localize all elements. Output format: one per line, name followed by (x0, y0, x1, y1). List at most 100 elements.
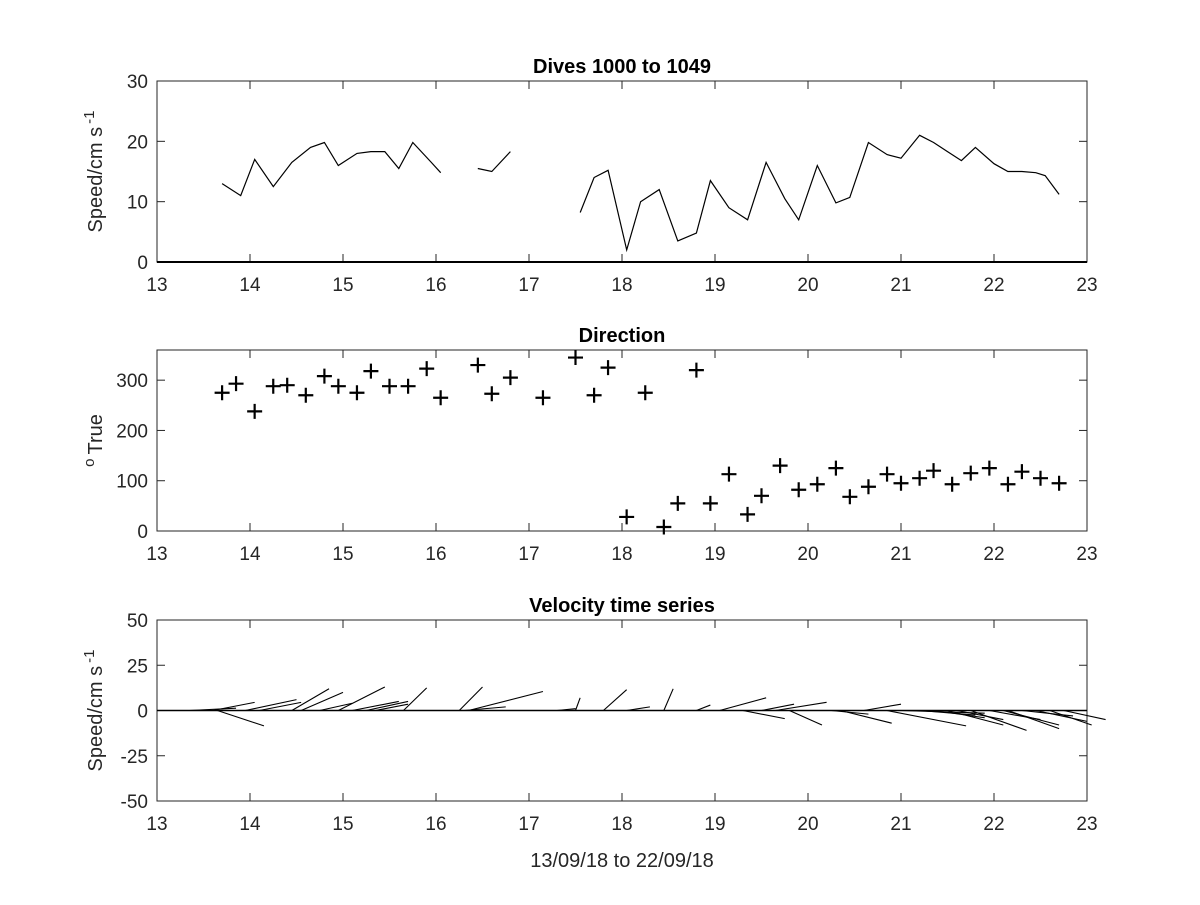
x-tick-label: 21 (890, 275, 911, 296)
direction-marker (247, 403, 263, 419)
y-tick-label: 25 (127, 656, 148, 677)
direction-marker (316, 368, 332, 384)
x-tick-label: 23 (1076, 275, 1097, 296)
y-axis-label-text: Speed/cm s (85, 666, 107, 772)
y-tick-label: 50 (127, 611, 148, 632)
direction-marker (754, 488, 769, 504)
x-tick-label: 19 (704, 814, 725, 835)
direction-marker (809, 476, 825, 492)
speed-line-segment (579, 134, 1060, 253)
direction-marker (944, 476, 960, 492)
x-tick-label: 23 (1076, 544, 1097, 565)
velocity-stick (761, 703, 795, 712)
direction-marker (568, 350, 583, 366)
direction-marker (228, 376, 244, 392)
x-tick-label: 16 (425, 275, 446, 296)
x-tick-label: 18 (611, 275, 632, 296)
direction-marker (670, 495, 686, 511)
velocity-stick (366, 700, 409, 712)
x-tick-label: 17 (518, 275, 539, 296)
direction-marker (963, 465, 979, 481)
velocity-stick (1007, 709, 1060, 730)
velocity-stick (338, 686, 386, 711)
direction-marker (586, 387, 602, 403)
velocity-stick (375, 703, 409, 712)
x-tick-label: 21 (890, 544, 911, 565)
direction-marker (535, 390, 551, 406)
panel-1: 13 14 15 16 17 18 19 20 21 22 23 0 10 20 30 Dives 1000 … (81, 56, 1098, 296)
y-tick-label: 20 (127, 132, 148, 153)
x-tick-label: 15 (332, 275, 353, 296)
direction-marker (349, 385, 365, 401)
direction-marker (502, 370, 518, 386)
x-tick-label: 21 (890, 814, 911, 835)
direction-marker (265, 378, 281, 394)
direction-marker (702, 495, 718, 511)
y-axis-label-text: Speed/cm s (85, 127, 107, 233)
panel-2: 13 14 15 16 17 18 19 20 21 22 23 0 100 200 300 Directio… (81, 325, 1098, 565)
direction-marker (893, 475, 909, 491)
direction-marker (433, 390, 449, 406)
direction-marker (860, 479, 876, 495)
direction-marker (981, 460, 997, 476)
direction-marker (330, 378, 346, 394)
plot-area-frame (156, 349, 1088, 532)
direction-marker (400, 378, 416, 394)
y-tick-label: 0 (137, 253, 148, 274)
y-tick-label: 0 (137, 522, 148, 543)
x-tick-label: 22 (983, 275, 1004, 296)
speed-line-segment (221, 141, 442, 197)
velocity-stick (291, 688, 330, 711)
x-tick-label: 20 (797, 814, 818, 835)
velocity-stick (603, 689, 628, 711)
velocity-stick (863, 703, 902, 712)
velocity-stick (626, 706, 650, 712)
panel-title: Dives 1000 to 1049 (533, 56, 711, 78)
speed-line-segment (477, 151, 511, 173)
velocity-stick (458, 686, 483, 711)
direction-marker (656, 519, 672, 535)
direction-marker (619, 509, 635, 525)
velocity-stick (947, 709, 1004, 726)
velocity-stick (933, 709, 985, 719)
direction-marker (1033, 470, 1048, 486)
panel-title: Velocity time series (529, 595, 715, 617)
direction-marker (1014, 464, 1030, 480)
velocity-stick (245, 699, 297, 712)
x-tick-label: 15 (332, 814, 353, 835)
direction-marker (279, 377, 295, 393)
velocity-stick (574, 697, 581, 711)
plot-area-frame (156, 80, 1088, 263)
direction-marker (721, 466, 737, 482)
direction-marker (214, 385, 230, 401)
velocity-stick (259, 701, 302, 712)
x-tick-label: 19 (704, 544, 725, 565)
velocity-stick (556, 708, 576, 712)
direction-marker (484, 386, 500, 402)
y-axis-label-text: True (85, 414, 107, 454)
y-tick-label: 0 (137, 702, 148, 723)
velocity-stick (403, 687, 428, 711)
x-tick-label: 14 (239, 544, 261, 565)
x-tick-label: 18 (611, 814, 632, 835)
direction-marker (637, 385, 653, 401)
x-tick-label: 16 (425, 544, 446, 565)
y-tick-label: 10 (127, 193, 148, 214)
y-axis-label: Speed/cm s -1 (81, 650, 107, 772)
x-tick-label: 13 (146, 275, 167, 296)
velocity-stick (1063, 709, 1106, 721)
y-axis-label-superscript: -1 (81, 650, 98, 663)
velocity-stick (189, 707, 237, 712)
y-axis-label-superscript: o (81, 459, 98, 467)
direction-marker (600, 360, 616, 376)
y-tick-label: 300 (116, 371, 148, 392)
velocity-stick (1049, 709, 1092, 726)
velocity-stick (663, 688, 674, 711)
direction-marker (1051, 475, 1067, 491)
direction-marker (298, 387, 314, 403)
y-tick-label: 200 (116, 421, 148, 442)
x-tick-label: 22 (983, 814, 1004, 835)
x-tick-label: 14 (239, 814, 261, 835)
